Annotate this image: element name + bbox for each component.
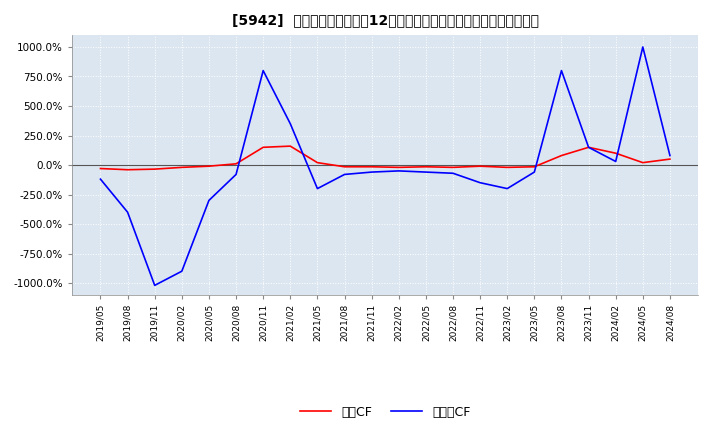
営業CF: [286, 143, 294, 149]
営業CF: [313, 160, 322, 165]
営業CF: [123, 167, 132, 172]
Legend: 営業CF, フリーCF: 営業CF, フリーCF: [295, 400, 475, 424]
営業CF: [639, 160, 647, 165]
営業CF: [367, 164, 376, 169]
営業CF: [341, 164, 349, 169]
営業CF: [557, 153, 566, 158]
フリーCF: [204, 198, 213, 203]
フリーCF: [286, 121, 294, 126]
Line: フリーCF: フリーCF: [101, 47, 670, 286]
フリーCF: [96, 176, 105, 182]
営業CF: [530, 164, 539, 169]
営業CF: [503, 165, 511, 170]
フリーCF: [503, 186, 511, 191]
営業CF: [178, 165, 186, 170]
フリーCF: [421, 169, 430, 175]
営業CF: [232, 161, 240, 166]
営業CF: [611, 150, 620, 156]
営業CF: [96, 166, 105, 171]
Line: 営業CF: 営業CF: [101, 146, 670, 170]
営業CF: [476, 164, 485, 169]
フリーCF: [341, 172, 349, 177]
フリーCF: [476, 180, 485, 185]
フリーCF: [123, 209, 132, 215]
フリーCF: [611, 159, 620, 164]
フリーCF: [150, 283, 159, 288]
営業CF: [204, 164, 213, 169]
フリーCF: [259, 68, 268, 73]
営業CF: [395, 165, 403, 170]
営業CF: [421, 164, 430, 169]
フリーCF: [665, 153, 674, 158]
フリーCF: [367, 169, 376, 175]
フリーCF: [178, 268, 186, 274]
フリーCF: [232, 172, 240, 177]
フリーCF: [313, 186, 322, 191]
Title: [5942]  キャッシュフローの12か月移動合計の対前年同期増減率の推移: [5942] キャッシュフローの12か月移動合計の対前年同期増減率の推移: [232, 13, 539, 27]
営業CF: [259, 145, 268, 150]
フリーCF: [584, 145, 593, 150]
フリーCF: [557, 68, 566, 73]
フリーCF: [395, 168, 403, 173]
フリーCF: [530, 169, 539, 175]
営業CF: [584, 145, 593, 150]
営業CF: [449, 165, 457, 170]
フリーCF: [639, 44, 647, 50]
フリーCF: [449, 171, 457, 176]
営業CF: [150, 166, 159, 172]
営業CF: [665, 157, 674, 162]
